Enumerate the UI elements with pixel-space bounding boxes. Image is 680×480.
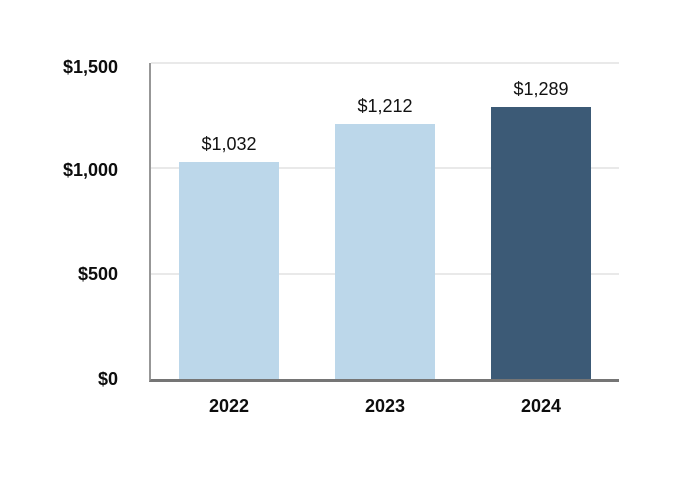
- y-tick-label-0: $0: [97, 369, 118, 389]
- x-tick-label-2022: 2022: [208, 396, 250, 416]
- x-tick-label-2024: 2024: [520, 396, 562, 416]
- bar-slot-2024: $1,289 2024: [463, 63, 619, 416]
- gridline-1500: [151, 62, 619, 64]
- y-tick-label-500: $500: [77, 264, 118, 284]
- bar-2024: $1,289: [491, 79, 591, 379]
- bar-2023: $1,212: [335, 96, 435, 379]
- bar-2022: $1,032: [179, 134, 279, 379]
- bar-value-label-2022: $1,032: [201, 133, 257, 154]
- y-tick-label-1500: $1,500: [62, 57, 118, 77]
- plot-area: $1,032 2022 $1,212 2023 $1,289 2024: [149, 62, 619, 416]
- x-tick-label-2023: 2023: [364, 396, 406, 416]
- y-tick-label-1000: $1,000: [62, 160, 118, 180]
- bar-value-label-2023: $1,212: [357, 95, 413, 116]
- bar-value-label-2024: $1,289: [513, 79, 569, 100]
- bar-slot-2022: $1,032 2022: [151, 63, 307, 416]
- bar-slot-2023: $1,212 2023: [307, 63, 463, 416]
